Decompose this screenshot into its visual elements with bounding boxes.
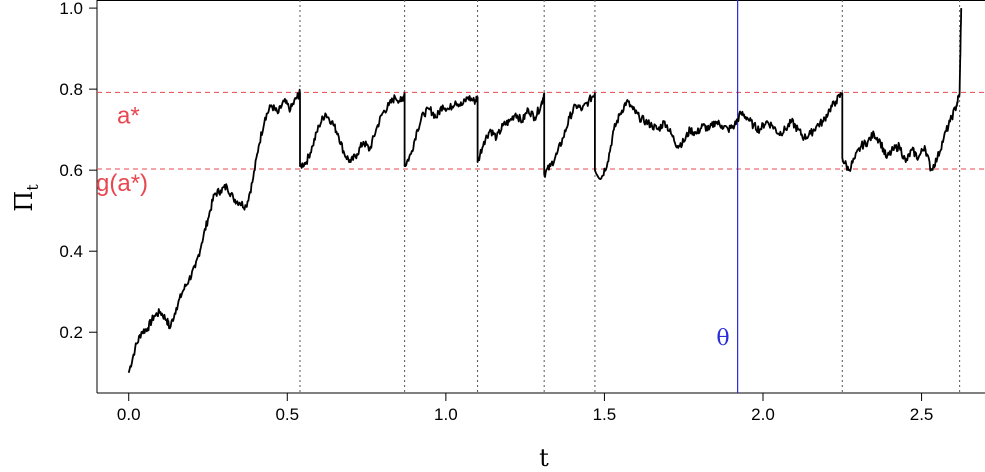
threshold-label: g(a*) <box>96 170 148 197</box>
y-tick-label: 0.8 <box>59 80 83 99</box>
series-layer <box>127 8 963 373</box>
x-axis-title: t <box>539 444 549 472</box>
y-axis-title-sub: t <box>23 184 42 191</box>
threshold-label: a* <box>117 102 140 129</box>
x-tick-label: 1.5 <box>593 405 617 424</box>
y-tick-label: 0.4 <box>59 242 83 261</box>
y-tick-label: 1.0 <box>59 0 83 18</box>
y-axis-title-main: Π <box>10 191 38 212</box>
x-tick-label: 0.0 <box>117 405 141 424</box>
x-tick-label: 1.0 <box>434 405 458 424</box>
theta-marker: θ <box>716 0 739 393</box>
plot-area <box>96 0 985 394</box>
theta-label: θ <box>716 326 729 351</box>
y-tick-label: 0.2 <box>59 323 83 342</box>
x-tick-label: 2.5 <box>910 405 934 424</box>
reset-lines <box>299 0 961 393</box>
x-tick-label: 2.0 <box>751 405 775 424</box>
x-tick-label: 0.5 <box>275 405 299 424</box>
y-axis-title: Πt <box>10 184 42 212</box>
svg-text:Πt: Πt <box>10 184 42 212</box>
y-axis: 0.2 0.4 0.6 0.8 1.0 <box>59 0 97 342</box>
y-tick-label: 0.6 <box>59 161 83 180</box>
threshold-lines: a* g(a*) <box>96 91 985 197</box>
x-axis: 0.0 0.5 1.0 1.5 2.0 2.5 <box>117 393 933 424</box>
series-line <box>127 8 963 373</box>
